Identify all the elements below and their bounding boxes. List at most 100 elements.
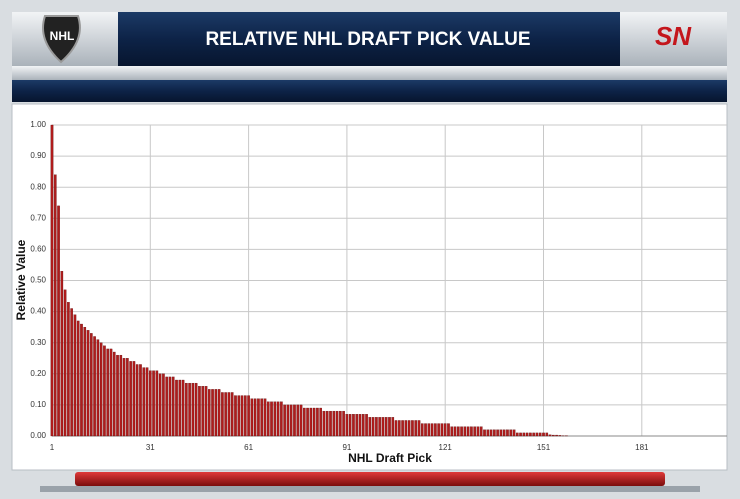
bar bbox=[535, 432, 539, 437]
y-tick-label: 1.00 bbox=[30, 120, 46, 129]
bar bbox=[394, 420, 398, 437]
bar bbox=[552, 434, 555, 437]
bar bbox=[67, 302, 70, 437]
bar bbox=[175, 379, 178, 437]
bar bbox=[525, 432, 529, 437]
right-logo-box bbox=[620, 12, 727, 66]
bar bbox=[191, 382, 195, 437]
bar bbox=[542, 432, 545, 437]
bar bbox=[178, 379, 182, 437]
bar bbox=[63, 289, 67, 437]
bar bbox=[296, 404, 300, 437]
bar bbox=[437, 423, 440, 437]
bar bbox=[489, 429, 493, 437]
bar bbox=[260, 398, 264, 437]
bar bbox=[168, 376, 172, 437]
bar bbox=[112, 351, 116, 437]
bar bbox=[529, 432, 532, 437]
x-tick-label: 91 bbox=[342, 443, 351, 452]
bar bbox=[217, 389, 221, 437]
bar bbox=[96, 339, 100, 437]
bar bbox=[135, 364, 139, 437]
x-axis-label: NHL Draft Pick bbox=[348, 451, 432, 465]
bar bbox=[185, 382, 188, 437]
bar bbox=[339, 410, 342, 437]
bar bbox=[381, 417, 385, 437]
header-band bbox=[12, 12, 727, 66]
bar bbox=[122, 358, 126, 437]
bar bbox=[309, 407, 313, 437]
bar bbox=[60, 271, 64, 437]
bar bbox=[335, 410, 339, 437]
bar bbox=[427, 423, 431, 437]
bar bbox=[181, 379, 185, 437]
bar bbox=[299, 404, 303, 437]
bar bbox=[316, 407, 319, 437]
bar bbox=[345, 414, 349, 437]
sub-band bbox=[12, 80, 727, 102]
bar bbox=[398, 420, 401, 437]
bar bbox=[358, 414, 362, 437]
footer-base bbox=[40, 486, 700, 492]
bar bbox=[319, 407, 322, 437]
bar bbox=[470, 426, 473, 437]
bar bbox=[479, 426, 483, 437]
bar bbox=[263, 398, 267, 437]
bar bbox=[250, 398, 254, 437]
y-tick-label: 0.10 bbox=[30, 400, 46, 409]
bar bbox=[329, 410, 332, 437]
bar bbox=[244, 395, 247, 437]
bar bbox=[230, 392, 234, 437]
bar bbox=[509, 429, 513, 437]
bar bbox=[447, 423, 450, 437]
bar bbox=[280, 401, 283, 437]
bar bbox=[80, 323, 83, 437]
bar bbox=[545, 432, 549, 437]
bar bbox=[348, 414, 352, 437]
bar bbox=[247, 395, 250, 437]
bar bbox=[106, 348, 110, 437]
bar bbox=[466, 426, 470, 437]
x-tick-label: 31 bbox=[146, 443, 155, 452]
bar bbox=[558, 435, 562, 437]
bar bbox=[378, 417, 381, 437]
bar bbox=[257, 398, 260, 437]
bar bbox=[214, 389, 218, 437]
y-tick-label: 0.60 bbox=[30, 245, 46, 254]
bar bbox=[306, 407, 309, 437]
bar bbox=[303, 407, 306, 437]
bar bbox=[188, 382, 191, 437]
bar bbox=[145, 367, 149, 437]
bar bbox=[90, 333, 93, 437]
bar bbox=[404, 420, 408, 437]
bar bbox=[86, 330, 90, 437]
bar bbox=[384, 417, 388, 437]
bar bbox=[515, 432, 519, 437]
bar bbox=[434, 423, 437, 437]
bar bbox=[450, 426, 454, 437]
bar bbox=[103, 345, 106, 437]
bar bbox=[443, 423, 447, 437]
bar bbox=[270, 401, 273, 437]
bar bbox=[93, 336, 96, 437]
bar bbox=[538, 432, 542, 437]
bar bbox=[126, 358, 129, 437]
bar bbox=[227, 392, 231, 437]
bar bbox=[276, 401, 280, 437]
bar bbox=[207, 389, 211, 437]
bar bbox=[194, 382, 198, 437]
bar bbox=[224, 392, 227, 437]
bar bbox=[99, 342, 103, 437]
bar bbox=[486, 429, 490, 437]
bar bbox=[548, 434, 552, 437]
bar bbox=[132, 361, 136, 437]
bar bbox=[139, 364, 142, 437]
x-tick-label: 121 bbox=[439, 443, 453, 452]
bar bbox=[391, 417, 395, 437]
bar bbox=[165, 376, 168, 437]
bar bbox=[171, 376, 175, 437]
bar bbox=[198, 386, 201, 437]
y-tick-label: 0.20 bbox=[30, 369, 46, 378]
bar bbox=[57, 205, 60, 437]
